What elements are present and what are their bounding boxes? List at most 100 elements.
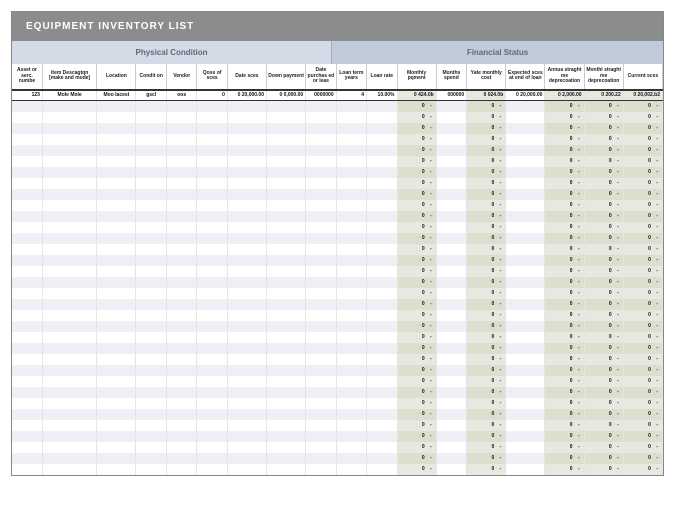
cell-condit[interactable] (136, 453, 166, 464)
cell-location[interactable]: Moo lacest (97, 90, 136, 101)
cell-date_sces[interactable]: 0 20,000.00 (227, 90, 266, 101)
cell-months_spend[interactable] (436, 200, 466, 211)
cell-asset_no[interactable] (12, 222, 42, 233)
cell-down_payment[interactable] (267, 343, 306, 354)
cell-asset_no[interactable] (12, 123, 42, 134)
cell-condit[interactable] (136, 266, 166, 277)
cell-annual_sl[interactable]: 0 2,000.00 (545, 90, 584, 101)
cell-location[interactable] (97, 453, 136, 464)
cell-condit[interactable] (136, 211, 166, 222)
cell-item_desc[interactable] (42, 255, 96, 266)
cell-months_spend[interactable] (436, 134, 466, 145)
cell-qoss[interactable] (197, 145, 227, 156)
cell-yate_monthly[interactable]: 0 - (467, 101, 506, 112)
cell-monthly_payment[interactable]: 0 - (397, 211, 436, 222)
cell-annual_sl[interactable]: 0 - (545, 189, 584, 200)
cell-item_desc[interactable]: Mole Mole (42, 90, 96, 101)
cell-asset_no[interactable] (12, 376, 42, 387)
cell-vendor[interactable] (166, 321, 196, 332)
cell-yate_monthly[interactable]: 0 - (467, 134, 506, 145)
cell-monthly_payment[interactable]: 0 - (397, 299, 436, 310)
cell-months_spend[interactable] (436, 332, 466, 343)
cell-vendor[interactable] (166, 266, 196, 277)
cell-asset_no[interactable] (12, 354, 42, 365)
cell-months_spend[interactable] (436, 123, 466, 134)
cell-monthly_sl[interactable]: 0 - (584, 200, 623, 211)
cell-annual_sl[interactable]: 0 - (545, 266, 584, 277)
cell-expected[interactable] (506, 409, 545, 420)
cell-yate_monthly[interactable]: 0 - (467, 321, 506, 332)
cell-date_sces[interactable] (227, 211, 266, 222)
cell-asset_no[interactable] (12, 156, 42, 167)
cell-down_payment[interactable] (267, 156, 306, 167)
cell-annual_sl[interactable]: 0 - (545, 244, 584, 255)
cell-monthly_payment[interactable]: 0 - (397, 200, 436, 211)
cell-monthly_payment[interactable]: 0 - (397, 277, 436, 288)
cell-vendor[interactable]: oos (166, 90, 196, 101)
cell-asset_no[interactable] (12, 321, 42, 332)
cell-date_sces[interactable] (227, 101, 266, 112)
cell-vendor[interactable] (166, 354, 196, 365)
cell-loan_term[interactable] (336, 255, 366, 266)
cell-annual_sl[interactable]: 0 - (545, 431, 584, 442)
cell-yate_monthly[interactable]: 0 - (467, 310, 506, 321)
cell-asset_no[interactable] (12, 244, 42, 255)
cell-qoss[interactable] (197, 189, 227, 200)
cell-date_pur[interactable] (306, 200, 336, 211)
cell-annual_sl[interactable]: 0 - (545, 222, 584, 233)
cell-down_payment[interactable] (267, 453, 306, 464)
cell-date_sces[interactable] (227, 343, 266, 354)
cell-date_sces[interactable] (227, 409, 266, 420)
cell-expected[interactable] (506, 277, 545, 288)
cell-asset_no[interactable] (12, 145, 42, 156)
cell-yate_monthly[interactable]: 0 - (467, 376, 506, 387)
cell-down_payment[interactable] (267, 211, 306, 222)
cell-date_sces[interactable] (227, 266, 266, 277)
cell-date_sces[interactable] (227, 310, 266, 321)
cell-date_pur[interactable] (306, 211, 336, 222)
cell-monthly_payment[interactable]: 0 - (397, 376, 436, 387)
cell-current[interactable]: 0 - (623, 321, 662, 332)
cell-expected[interactable] (506, 222, 545, 233)
cell-current[interactable]: 0 20,002.b2 (623, 90, 662, 101)
cell-qoss[interactable] (197, 233, 227, 244)
cell-qoss[interactable] (197, 431, 227, 442)
cell-monthly_payment[interactable]: 0 - (397, 244, 436, 255)
cell-vendor[interactable] (166, 233, 196, 244)
cell-qoss[interactable] (197, 266, 227, 277)
cell-monthly_sl[interactable]: 0 - (584, 332, 623, 343)
cell-expected[interactable] (506, 376, 545, 387)
cell-item_desc[interactable] (42, 453, 96, 464)
cell-date_sces[interactable] (227, 464, 266, 475)
cell-monthly_payment[interactable]: 0 - (397, 266, 436, 277)
cell-asset_no[interactable] (12, 464, 42, 475)
cell-date_pur[interactable] (306, 266, 336, 277)
cell-loan_term[interactable] (336, 189, 366, 200)
cell-down_payment[interactable] (267, 167, 306, 178)
cell-asset_no[interactable] (12, 332, 42, 343)
cell-vendor[interactable] (166, 299, 196, 310)
cell-expected[interactable] (506, 453, 545, 464)
cell-asset_no[interactable] (12, 420, 42, 431)
cell-loan_term[interactable] (336, 398, 366, 409)
cell-qoss[interactable]: 0 (197, 90, 227, 101)
cell-loan_rate[interactable] (367, 200, 397, 211)
cell-expected[interactable] (506, 211, 545, 222)
cell-condit[interactable] (136, 244, 166, 255)
cell-date_pur[interactable] (306, 365, 336, 376)
cell-yate_monthly[interactable]: 0 - (467, 332, 506, 343)
cell-asset_no[interactable] (12, 178, 42, 189)
cell-condit[interactable] (136, 299, 166, 310)
cell-condit[interactable] (136, 354, 166, 365)
cell-date_sces[interactable] (227, 167, 266, 178)
cell-down_payment[interactable] (267, 233, 306, 244)
cell-expected[interactable] (506, 123, 545, 134)
cell-months_spend[interactable] (436, 442, 466, 453)
cell-asset_no[interactable] (12, 431, 42, 442)
cell-expected[interactable] (506, 321, 545, 332)
cell-monthly_payment[interactable]: 0 - (397, 332, 436, 343)
cell-item_desc[interactable] (42, 145, 96, 156)
cell-loan_rate[interactable] (367, 178, 397, 189)
cell-months_spend[interactable] (436, 167, 466, 178)
cell-yate_monthly[interactable]: 0 - (467, 420, 506, 431)
